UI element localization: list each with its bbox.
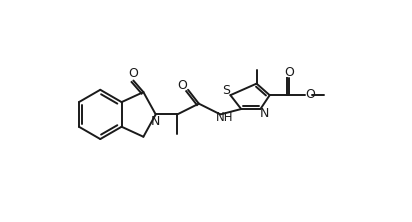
Text: O: O	[129, 67, 138, 80]
Text: NH: NH	[216, 111, 234, 124]
Text: O: O	[177, 79, 187, 92]
Text: N: N	[260, 107, 269, 120]
Text: S: S	[222, 84, 230, 97]
Text: N: N	[151, 115, 160, 128]
Text: O: O	[284, 65, 294, 79]
Text: O: O	[305, 88, 315, 101]
